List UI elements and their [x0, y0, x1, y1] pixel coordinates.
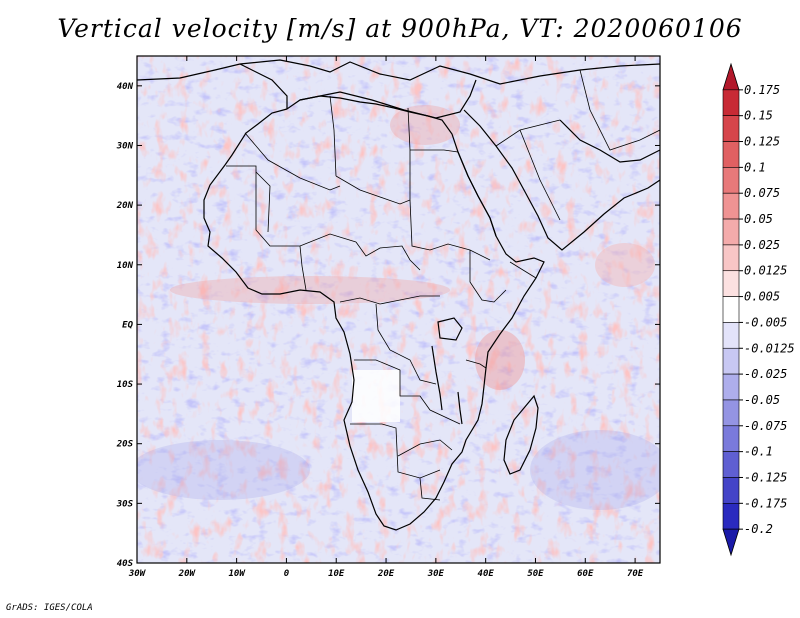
- colorbar-segment: [722, 270, 740, 297]
- colorbar-segment: [722, 477, 740, 504]
- lat-tick-label: 10N: [117, 261, 134, 271]
- colorbar-label: -0.005: [744, 315, 787, 329]
- lon-tick-label: 10E: [328, 569, 345, 579]
- itcz-band: [170, 276, 450, 304]
- lat-tick-label: 30S: [116, 499, 134, 509]
- lon-tick-label: 30E: [427, 569, 445, 579]
- colorbar-label: -0.025: [744, 367, 787, 381]
- colorbar-label: 0.1: [744, 160, 766, 174]
- colorbar-label: -0.05: [744, 393, 780, 407]
- colorbar-label: 0.05: [744, 212, 773, 226]
- lat-tick-label: 40S: [117, 559, 134, 569]
- east-africa-coast-tint: [475, 330, 525, 390]
- indian-ocean-tint: [530, 430, 660, 510]
- colorbar-label: 0.125: [744, 135, 780, 149]
- lon-tick-label: 30W: [128, 569, 147, 579]
- lat-tick-label: EQ: [122, 320, 133, 330]
- lon-tick-label: 60E: [577, 569, 594, 579]
- arabian-sea-swirl: [595, 243, 655, 287]
- colorbar-segment: [722, 322, 740, 349]
- persian-gulf: [559, 119, 660, 163]
- colorbar-bottom-arrow: [722, 528, 740, 557]
- lake-tanganyika: [431, 345, 443, 411]
- colorbar-top-arrow: [722, 62, 740, 91]
- europe-coastline: [137, 59, 660, 85]
- colorbar-segment: [722, 296, 740, 323]
- red-sea-west: [457, 151, 497, 237]
- angola-calm-area: [352, 370, 400, 422]
- madagascar-coastline: [503, 394, 539, 475]
- colorbar-segment: [722, 167, 740, 194]
- colorbar-label: 0.005: [744, 290, 780, 304]
- colorbar-label: -0.1: [744, 445, 773, 459]
- colorbar-segment: [722, 218, 740, 246]
- lat-tick-label: 20N: [116, 201, 134, 211]
- lon-tick-label: 20E: [377, 569, 395, 579]
- chart-title: Vertical velocity [m/s] at 900hPa, VT: 2…: [57, 14, 743, 43]
- colorbar-label: -0.075: [744, 419, 787, 433]
- colorbar-label: -0.125: [744, 470, 787, 484]
- lon-tick-label: 0: [284, 569, 290, 579]
- lat-tick-label: 40N: [117, 82, 134, 92]
- colorbar-segment: [722, 347, 740, 375]
- colorbar-label: -0.175: [744, 496, 787, 510]
- credit-text: GrADS: IGES/COLA: [6, 603, 93, 613]
- velocity-field: [137, 56, 660, 563]
- lat-tick-label: 20S: [116, 440, 134, 450]
- lat-tick-label: 10S: [117, 380, 134, 390]
- colorbar-label: -0.0125: [744, 341, 795, 355]
- colorbar-segment: [722, 503, 740, 530]
- colorbar-segment: [722, 425, 740, 452]
- lon-tick-label: 10W: [228, 569, 246, 579]
- latitude-axis: 40N 30N 20N 10N EQ 10S 20S 30S 40S: [116, 82, 660, 569]
- colorbar-segment: [722, 192, 740, 220]
- colorbar-label: 0.15: [744, 109, 773, 123]
- libya-tint: [390, 105, 460, 145]
- colorbar-segment: [722, 141, 740, 168]
- mediterranean-south: [299, 79, 477, 119]
- lon-tick-label: 70E: [627, 569, 644, 579]
- south-atlantic-tint: [137, 440, 310, 500]
- lake-victoria: [437, 317, 463, 341]
- lat-tick-label: 30N: [116, 141, 134, 151]
- colorbar-segment: [722, 89, 740, 116]
- colorbar-segment: [722, 399, 740, 427]
- colorbar-label: -0.2: [744, 522, 773, 536]
- country-borders: [226, 69, 660, 501]
- colorbar-label: 0.0125: [744, 264, 787, 278]
- colorbar-segment: [722, 115, 740, 142]
- colorbar-label: 0.075: [744, 186, 780, 200]
- colorbar-label: 0.025: [744, 238, 780, 252]
- colorbar-segment: [722, 451, 740, 478]
- longitude-axis: 30W 20W 10W 0 10E 20E 30E 40E 50E 60E 70E: [128, 56, 644, 579]
- colorbar: 0.175 0.15 0.125 0.1 0.075 0.05 0.025 0.0125 0.0…: [722, 62, 795, 557]
- colorbar-segment: [722, 373, 740, 401]
- map-frame: [136, 55, 661, 564]
- lake-malawi: [457, 391, 463, 425]
- lon-tick-label: 50E: [527, 569, 544, 579]
- iberia-coastline: [239, 63, 288, 109]
- lon-tick-label: 20W: [178, 569, 197, 579]
- lon-tick-label: 40E: [478, 569, 495, 579]
- colorbar-label: 0.175: [744, 83, 780, 97]
- colorbar-segment: [722, 244, 740, 272]
- field-upward-texture: [137, 56, 660, 563]
